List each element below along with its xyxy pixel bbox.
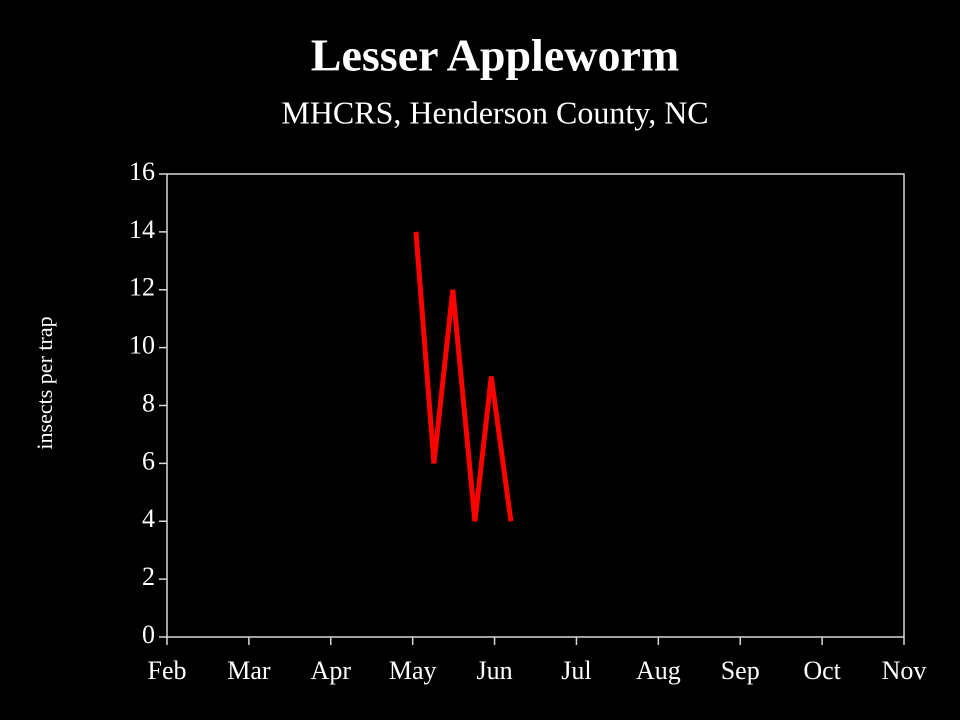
y-tick-label: 6 bbox=[142, 446, 155, 475]
x-tick-label: Oct bbox=[803, 656, 841, 685]
x-tick-label: May bbox=[389, 656, 437, 685]
chart-title: Lesser Appleworm bbox=[311, 30, 679, 81]
x-tick-label: Aug bbox=[636, 656, 681, 685]
data-line bbox=[413, 231, 514, 522]
chart-subtitle: MHCRS, Henderson County, NC bbox=[281, 94, 708, 130]
x-tick-label: Sep bbox=[721, 656, 760, 685]
y-tick-label: 10 bbox=[129, 331, 155, 360]
y-axis-label: insects per trap bbox=[32, 316, 57, 449]
y-tick-label: 12 bbox=[129, 273, 155, 302]
y-tick-label: 16 bbox=[129, 157, 155, 186]
y-tick-label: 8 bbox=[142, 388, 155, 417]
y-tick-label: 2 bbox=[142, 562, 155, 591]
x-tick-label: Mar bbox=[227, 656, 271, 685]
y-tick-label: 4 bbox=[142, 504, 155, 533]
x-tick-label: Feb bbox=[148, 656, 187, 685]
x-tick-label: Jul bbox=[561, 656, 591, 685]
y-tick-label: 14 bbox=[129, 215, 155, 244]
y-tick-label: 0 bbox=[142, 620, 155, 649]
x-tick-label: Apr bbox=[311, 656, 352, 685]
x-tick-label: Nov bbox=[882, 656, 927, 685]
x-tick-label: Jun bbox=[476, 656, 512, 685]
